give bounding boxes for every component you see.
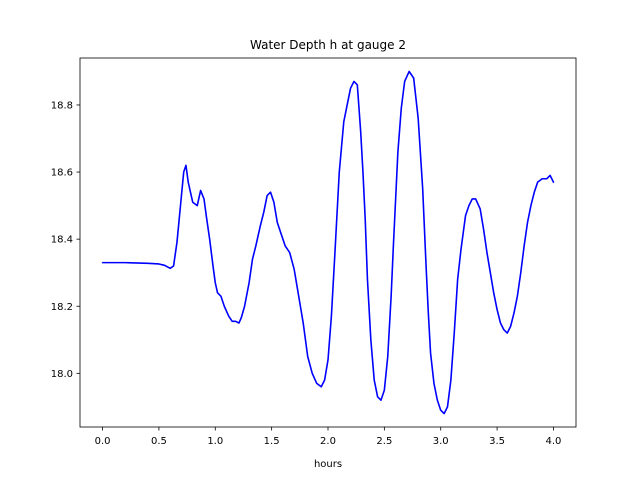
- x-tick-label: 3.5: [489, 436, 505, 447]
- y-tick-label: 18.2: [51, 302, 73, 313]
- y-axis: 18.0 18.2 18.4 18.6 18.8: [51, 101, 80, 380]
- y-tick-label: 18.6: [51, 168, 73, 179]
- y-tick-label: 18.0: [51, 369, 73, 380]
- y-tick-label: 18.4: [51, 235, 73, 246]
- x-tick-label: 2.5: [376, 436, 392, 447]
- plot-area: [101, 70, 555, 415]
- x-tick-label: 3.0: [433, 436, 449, 447]
- chart-title: Water Depth h at gauge 2: [250, 38, 406, 52]
- x-axis: 0.0 0.5 1.0 1.5 2.0 2.5 3.0 3.5 4.0: [95, 427, 562, 447]
- x-tick-label: 1.0: [207, 436, 223, 447]
- x-axis-label: hours: [314, 459, 342, 470]
- x-tick-label: 0.0: [95, 436, 111, 447]
- x-tick-label: 0.5: [151, 436, 167, 447]
- x-tick-label: 4.0: [546, 436, 562, 447]
- x-tick-label: 2.0: [320, 436, 336, 447]
- series-line: [101, 70, 555, 415]
- y-tick-label: 18.8: [51, 101, 73, 112]
- x-tick-label: 1.5: [264, 436, 280, 447]
